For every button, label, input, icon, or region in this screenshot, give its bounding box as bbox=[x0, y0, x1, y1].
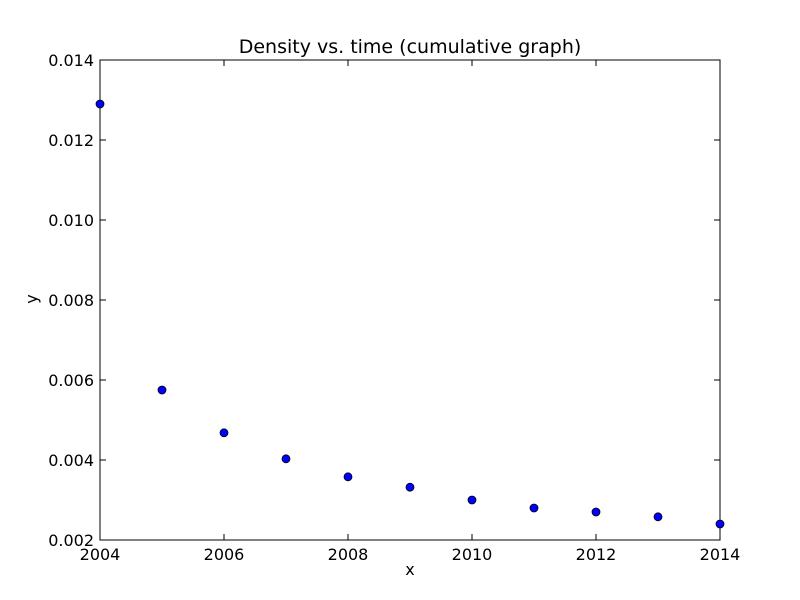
x-tick-label: 2008 bbox=[328, 545, 369, 564]
data-point bbox=[219, 428, 229, 438]
chart-title: Density vs. time (cumulative graph) bbox=[239, 36, 582, 58]
plot-frame bbox=[99, 59, 721, 541]
plot-area: 2004 2006 2008 2010 2012 2014 0.002 0.004 0.006 0… bbox=[48, 51, 740, 564]
x-tick-label: 2006 bbox=[204, 545, 245, 564]
data-point bbox=[95, 99, 105, 109]
x-tick-label: 2014 bbox=[700, 545, 741, 564]
data-point bbox=[281, 454, 291, 464]
y-axis-label: y bbox=[22, 294, 41, 303]
data-point bbox=[715, 519, 725, 529]
y-tick-label: 0.010 bbox=[48, 211, 94, 230]
y-tick-label: 0.008 bbox=[48, 291, 94, 310]
data-point bbox=[157, 385, 167, 395]
y-tick-label: 0.004 bbox=[48, 451, 94, 470]
x-tick-label: 2012 bbox=[576, 545, 617, 564]
y-tick-label: 0.012 bbox=[48, 131, 94, 150]
data-point bbox=[591, 507, 601, 517]
y-tick-label: 0.014 bbox=[48, 51, 94, 70]
x-tick-label: 2004 bbox=[80, 545, 121, 564]
data-point bbox=[529, 503, 539, 513]
data-point bbox=[343, 472, 353, 482]
data-point bbox=[653, 512, 663, 522]
x-axis-label: x bbox=[405, 560, 414, 579]
x-tick-label: 2010 bbox=[452, 545, 493, 564]
y-tick-label: 0.006 bbox=[48, 371, 94, 390]
data-point bbox=[405, 482, 415, 492]
y-tick-label: 0.002 bbox=[48, 531, 94, 550]
data-point bbox=[467, 495, 477, 505]
